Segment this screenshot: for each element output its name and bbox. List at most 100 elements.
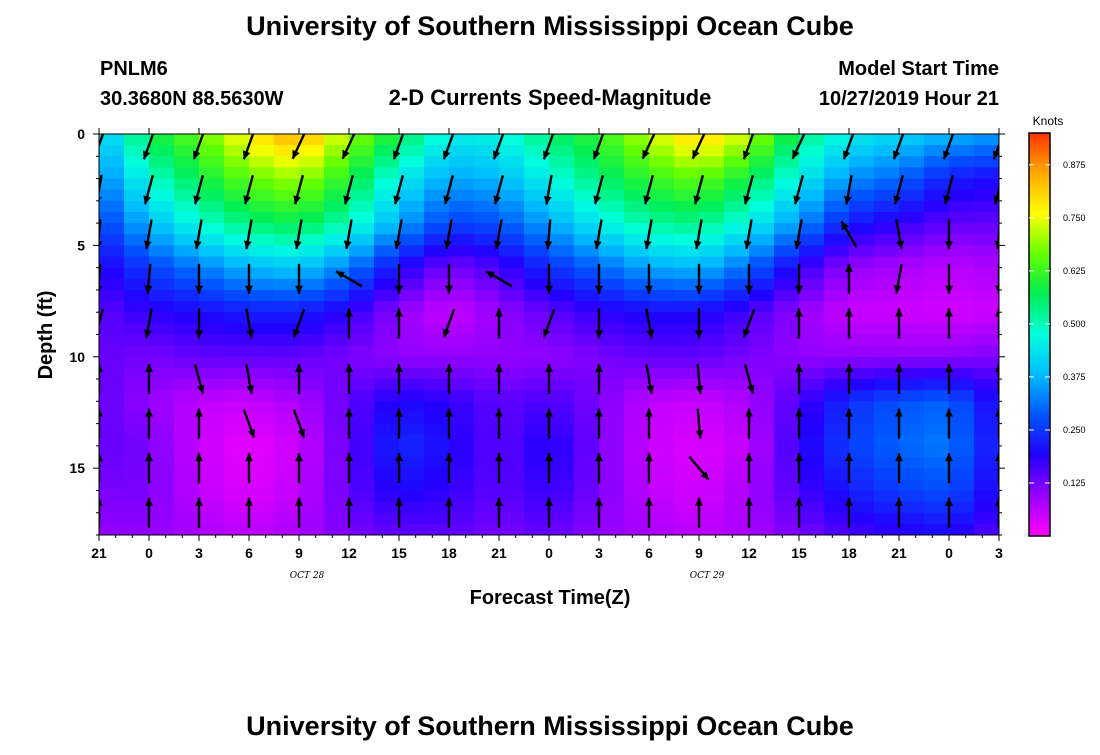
x-tick-label: 0 <box>545 545 553 561</box>
heat-cell <box>349 145 375 157</box>
heat-cell <box>374 434 400 447</box>
heat-cell <box>299 245 325 258</box>
heat-cell <box>524 423 550 436</box>
current-arrow <box>793 174 805 205</box>
heat-cell <box>599 367 625 380</box>
heat-cell <box>624 134 650 146</box>
heat-cell <box>824 156 850 169</box>
heat-cell <box>649 289 675 302</box>
heat-cell <box>974 134 999 146</box>
heat-cell <box>574 223 600 235</box>
heat-cell <box>599 145 625 157</box>
heat-cell <box>574 490 600 503</box>
current-arrow <box>292 409 306 439</box>
heat-cell <box>349 334 375 347</box>
heat-cell <box>549 156 575 169</box>
heat-cell <box>799 379 825 391</box>
current-arrow <box>445 364 453 395</box>
current-arrow <box>99 453 103 484</box>
heat-cell <box>499 234 525 246</box>
heat-cell <box>499 401 525 414</box>
heat-cell <box>899 167 925 180</box>
x-tick-label: 12 <box>741 545 757 561</box>
heat-cell <box>974 379 999 391</box>
heat-cell <box>649 301 675 313</box>
heat-cell <box>824 312 850 324</box>
heat-cell <box>274 390 300 402</box>
heat-cell <box>524 156 550 169</box>
heat-cell <box>149 334 175 347</box>
heat-cell <box>974 234 999 246</box>
heat-cell <box>549 445 575 458</box>
heat-cell <box>274 289 300 302</box>
heat-cell <box>549 289 575 302</box>
current-arrow <box>393 174 405 205</box>
heat-cell <box>374 312 400 324</box>
current-arrow <box>791 134 806 160</box>
heat-cell <box>749 189 775 202</box>
heat-cell <box>224 256 250 269</box>
heat-cell <box>324 390 350 402</box>
heat-cell <box>149 512 175 525</box>
heat-cell <box>474 401 500 414</box>
heat-cell <box>824 334 850 347</box>
heat-cell <box>324 289 350 302</box>
heat-cell <box>924 278 950 291</box>
heat-cell <box>274 323 300 336</box>
heat-cell <box>849 512 875 525</box>
x-tick-label: 9 <box>695 545 703 561</box>
heat-cell <box>349 245 375 258</box>
heat-cell <box>924 289 950 302</box>
heat-cell <box>199 134 225 146</box>
heat-cell <box>224 211 250 224</box>
heat-cell <box>574 512 600 525</box>
heat-cell <box>349 234 375 246</box>
heat-cell <box>149 256 175 269</box>
heat-cell <box>574 412 600 425</box>
heat-cell <box>174 512 200 525</box>
heat-cell <box>899 289 925 302</box>
heat-cell <box>599 490 625 503</box>
heat-cell <box>599 479 625 492</box>
heat-cell <box>824 445 850 458</box>
heat-cell <box>499 267 525 280</box>
current-arrow <box>843 174 853 205</box>
current-arrow <box>845 497 853 528</box>
heat-cell <box>524 445 550 458</box>
heat-cell <box>699 490 725 503</box>
heat-cell <box>724 223 750 235</box>
heat-cell <box>374 278 400 291</box>
heat-cell <box>824 189 850 202</box>
heat-cell <box>174 468 200 480</box>
heat-cell <box>449 412 475 425</box>
date-label: OCT 29 <box>690 571 725 581</box>
heat-cell <box>424 134 450 146</box>
heat-cell <box>274 234 300 246</box>
current-arrow <box>445 263 453 294</box>
heat-cell <box>549 468 575 480</box>
heat-cell <box>449 200 475 213</box>
heat-cell <box>124 468 150 480</box>
heat-cell <box>724 189 750 202</box>
current-arrow <box>245 364 255 395</box>
heat-cell <box>274 445 300 458</box>
heat-cell <box>724 412 750 425</box>
heat-cell <box>849 200 875 213</box>
heat-cell <box>624 256 650 269</box>
heat-cell <box>124 490 150 503</box>
heat-cell <box>149 211 175 224</box>
heat-cell <box>899 412 925 425</box>
heat-cell <box>299 301 325 313</box>
heat-cell <box>699 390 725 402</box>
heat-cell <box>424 145 450 157</box>
heat-cell <box>399 479 425 492</box>
heat-cell <box>774 267 800 280</box>
heat-cell <box>249 512 275 525</box>
heat-cell <box>249 434 275 447</box>
heat-cell <box>224 490 250 503</box>
current-arrow <box>995 408 999 439</box>
heat-cell <box>674 234 700 246</box>
x-tick-label: 0 <box>145 545 153 561</box>
heat-cell <box>449 379 475 391</box>
heat-cell <box>249 145 275 157</box>
